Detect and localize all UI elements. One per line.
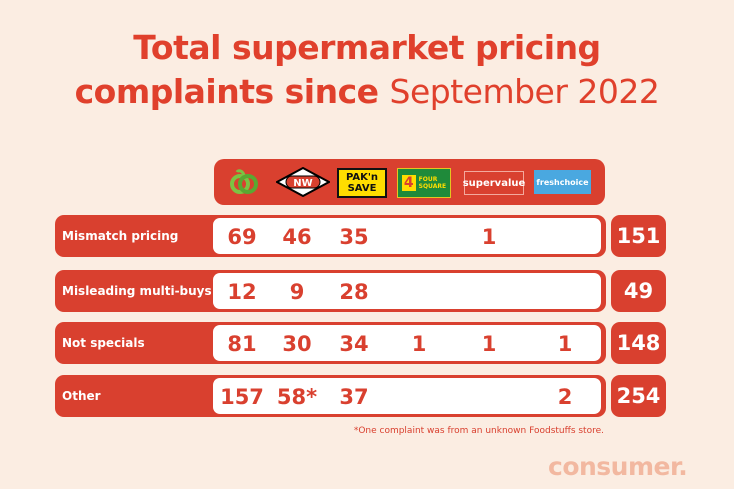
value-cell: 81	[227, 332, 257, 356]
value-cell: 1	[481, 332, 497, 356]
four-square-logo-icon: 4 FOUR SQUARE	[397, 168, 451, 198]
title-light: September 2022	[389, 72, 660, 111]
value-cell	[535, 273, 595, 309]
row-total: 151	[611, 215, 666, 257]
retailer-logo-bar: NW PAK'n SAVE 4 FOUR SQUARE supervalue fre…	[214, 159, 605, 205]
row-total: 49	[611, 270, 666, 312]
row-label: Mismatch pricing	[62, 229, 179, 243]
foursquare-text-1: FOUR	[418, 176, 438, 183]
value-cell: 1	[481, 225, 497, 249]
new-world-logo-icon: NW	[276, 167, 330, 197]
row-label: Other	[62, 389, 101, 403]
paknsave-logo-icon: PAK'n SAVE	[337, 168, 387, 198]
row-values: 81 30 34 1 1 1	[213, 325, 601, 361]
value-cell	[459, 378, 519, 414]
row-label: Misleading multi-buys	[62, 284, 212, 298]
row-total: 254	[611, 375, 666, 417]
foursquare-text-2: SQUARE	[418, 183, 447, 190]
title-line-2: complaints since September 2022	[0, 70, 734, 114]
row-total: 148	[611, 322, 666, 364]
value-cell: 35	[339, 225, 369, 249]
paknsave-text-1: PAK'n	[345, 172, 379, 183]
value-cell: 69	[227, 225, 257, 249]
value-cell	[389, 378, 449, 414]
woolworths-logo-icon	[228, 168, 260, 196]
row-values: 157 58* 37 2	[213, 378, 601, 414]
consumer-brand-logo: consumer.	[548, 452, 688, 481]
supervalue-text: supervalue	[462, 177, 526, 189]
value-cell: 12	[227, 280, 257, 304]
foursquare-number: 4	[401, 175, 416, 191]
value-cell	[459, 273, 519, 309]
supervalue-logo-icon: supervalue	[462, 171, 526, 195]
value-cell: 2	[557, 385, 573, 409]
paknsave-text-2: SAVE	[347, 183, 377, 194]
value-cell: 46	[282, 225, 312, 249]
value-cell: 157	[220, 385, 264, 409]
title-line-1: Total supermarket pricing	[133, 28, 601, 67]
footnote: *One complaint was from an unknown Foods…	[353, 426, 604, 436]
value-cell	[389, 273, 449, 309]
table-row: Misleading multi-buys 12 9 28	[55, 270, 606, 312]
table-row: Mismatch pricing 69 46 35 1	[55, 215, 606, 257]
value-cell: 30	[282, 332, 312, 356]
page-title: Total supermarket pricing complaints sin…	[0, 26, 734, 114]
value-cell: 9	[289, 280, 305, 304]
table-row: Other 157 58* 37 2	[55, 375, 606, 417]
value-cell	[389, 218, 449, 254]
value-cell: 1	[557, 332, 573, 356]
value-cell: 28	[339, 280, 369, 304]
value-cell	[535, 218, 595, 254]
freshchoice-text: freshchoice	[536, 177, 589, 187]
value-cell: 1	[411, 332, 427, 356]
freshchoice-logo-icon: freshchoice	[534, 170, 591, 194]
table-row: Not specials 81 30 34 1 1 1	[55, 322, 606, 364]
row-values: 12 9 28	[213, 273, 601, 309]
value-cell: 34	[339, 332, 369, 356]
value-cell: 37	[339, 385, 369, 409]
row-values: 69 46 35 1	[213, 218, 601, 254]
title-bold: complaints since	[74, 72, 379, 111]
nw-text: NW	[293, 178, 312, 189]
value-cell: 58*	[276, 385, 318, 409]
row-label: Not specials	[62, 336, 145, 350]
